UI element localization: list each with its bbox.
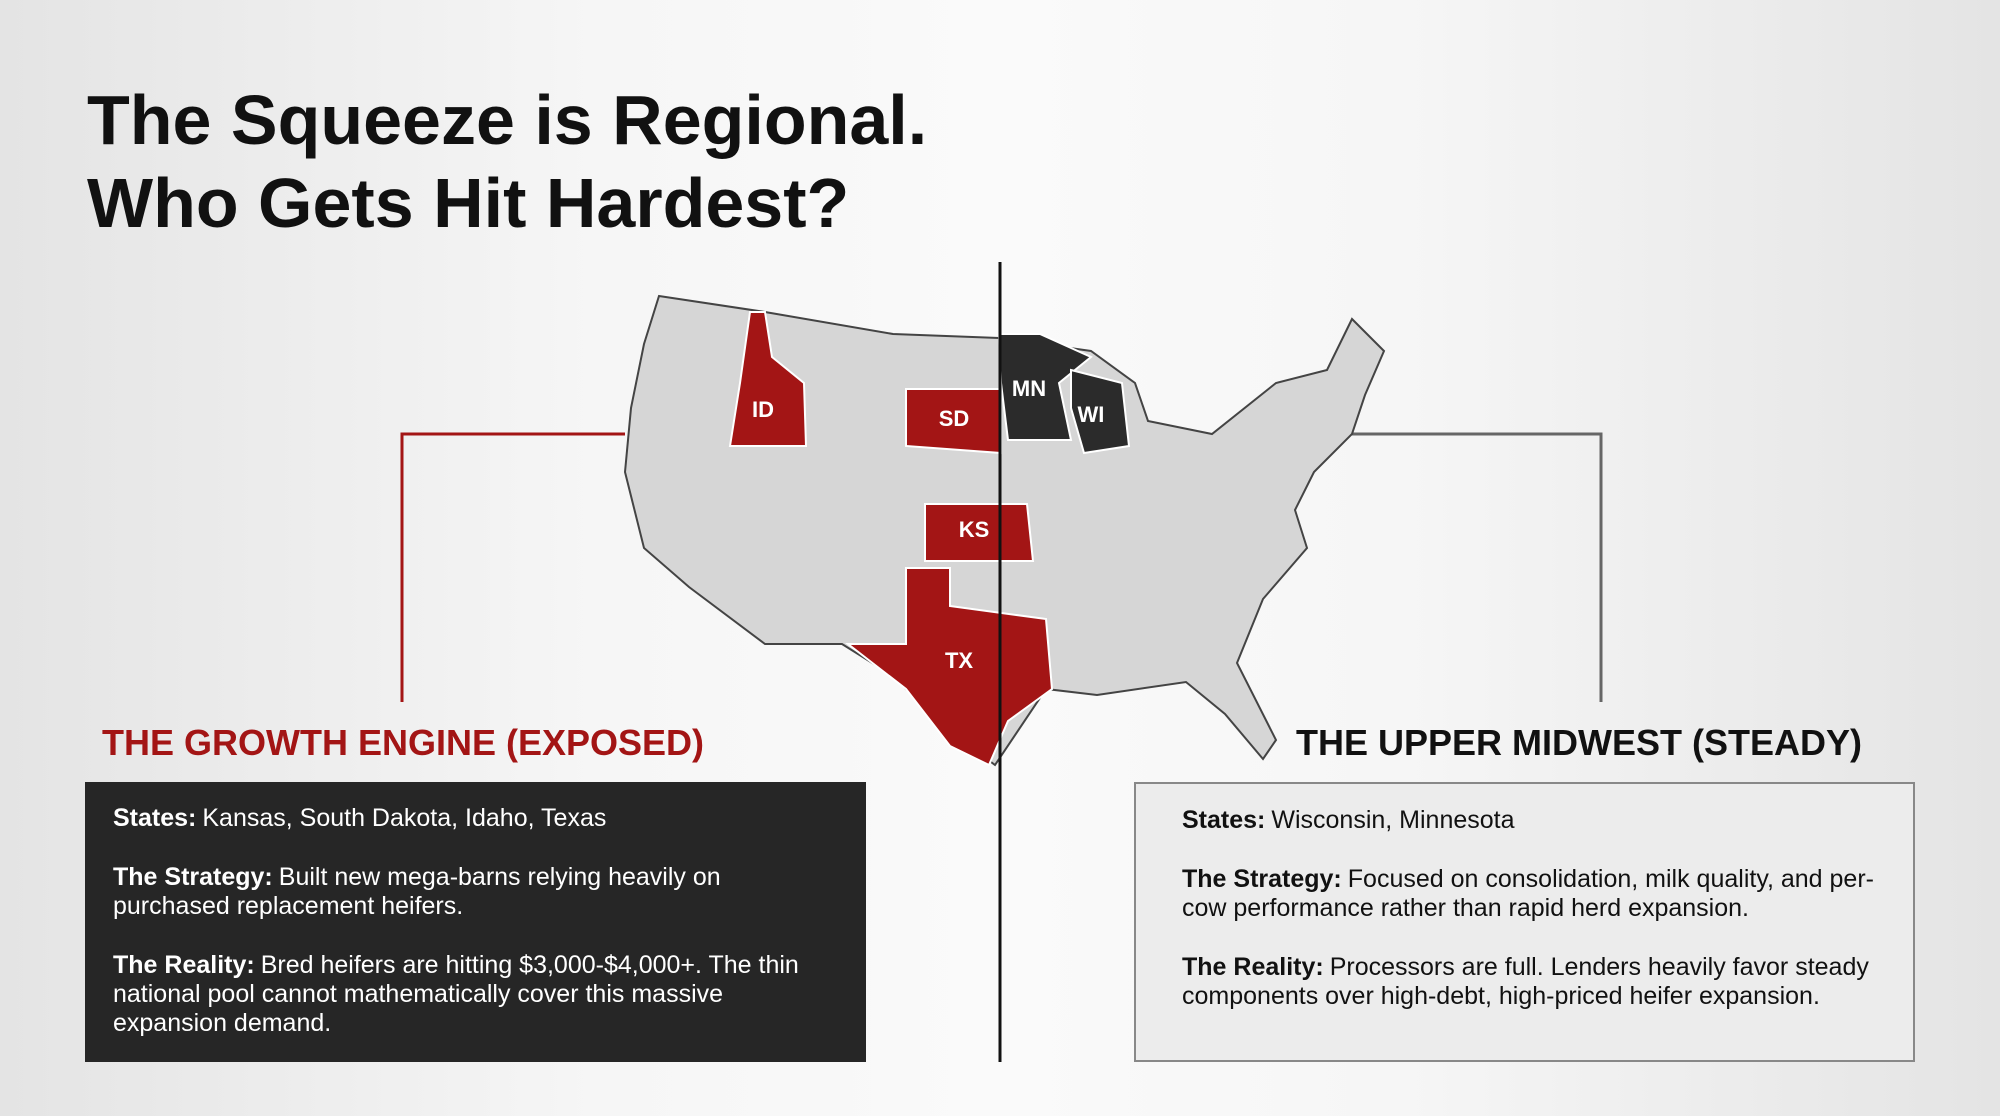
info-box: States: Wisconsin, Minnesota The Strategy:… bbox=[1134, 782, 1915, 1062]
state-label: WI bbox=[1078, 402, 1105, 427]
item-label: States: bbox=[1182, 806, 1266, 834]
info-item: The Strategy: Focused on consolidation, m… bbox=[1182, 865, 1902, 923]
state-wi bbox=[1070, 368, 1131, 455]
item-text: Bred heifers are hitting $3,000-$4,000+.… bbox=[113, 951, 799, 1037]
left-connector bbox=[400, 432, 625, 702]
section-heading: THE UPPER MIDWEST (STEADY) bbox=[1296, 722, 1863, 763]
item-label: States: bbox=[113, 804, 197, 832]
state-mn bbox=[997, 333, 1093, 441]
title: Who Gets Hit Hardest? bbox=[87, 164, 850, 242]
item-text: Processors are full. Lenders heavily fav… bbox=[1182, 953, 1869, 1010]
info-box: States: Kansas, South Dakota, Idaho, Texa… bbox=[85, 782, 866, 1062]
item-label: The Strategy: bbox=[1182, 865, 1342, 893]
item-label: The Reality: bbox=[1182, 953, 1324, 981]
info-item: States: Wisconsin, Minnesota bbox=[1182, 806, 1902, 835]
item-label: The Reality: bbox=[113, 951, 255, 979]
item-text: Focused on consolidation, milk quality, … bbox=[1182, 865, 1874, 922]
right-connector bbox=[1339, 432, 1603, 702]
state-label: TX bbox=[945, 648, 973, 673]
item-label: The Strategy: bbox=[113, 863, 273, 891]
section-heading: THE GROWTH ENGINE (EXPOSED) bbox=[102, 722, 705, 763]
info-item: The Reality: Processors are full. Lenders… bbox=[1182, 953, 1902, 1011]
state-label: ID bbox=[752, 397, 774, 422]
item-text: Built new mega-barns relying heavily on … bbox=[113, 863, 721, 920]
info-item: The Strategy: Built new mega-barns relyin… bbox=[113, 863, 833, 921]
state-label: MN bbox=[1012, 376, 1046, 401]
state-id bbox=[728, 311, 808, 447]
state-ks bbox=[924, 503, 1035, 562]
state-label: KS bbox=[959, 517, 990, 542]
info-item: States: Kansas, South Dakota, Idaho, Texa… bbox=[113, 804, 833, 833]
title: The Squeeze is Regional. bbox=[87, 81, 928, 159]
info-item: The Reality: Bred heifers are hitting $3,… bbox=[113, 951, 833, 1038]
item-text: Kansas, South Dakota, Idaho, Texas bbox=[202, 804, 607, 832]
item-text: Wisconsin, Minnesota bbox=[1271, 806, 1515, 834]
state-label: SD bbox=[939, 406, 970, 431]
